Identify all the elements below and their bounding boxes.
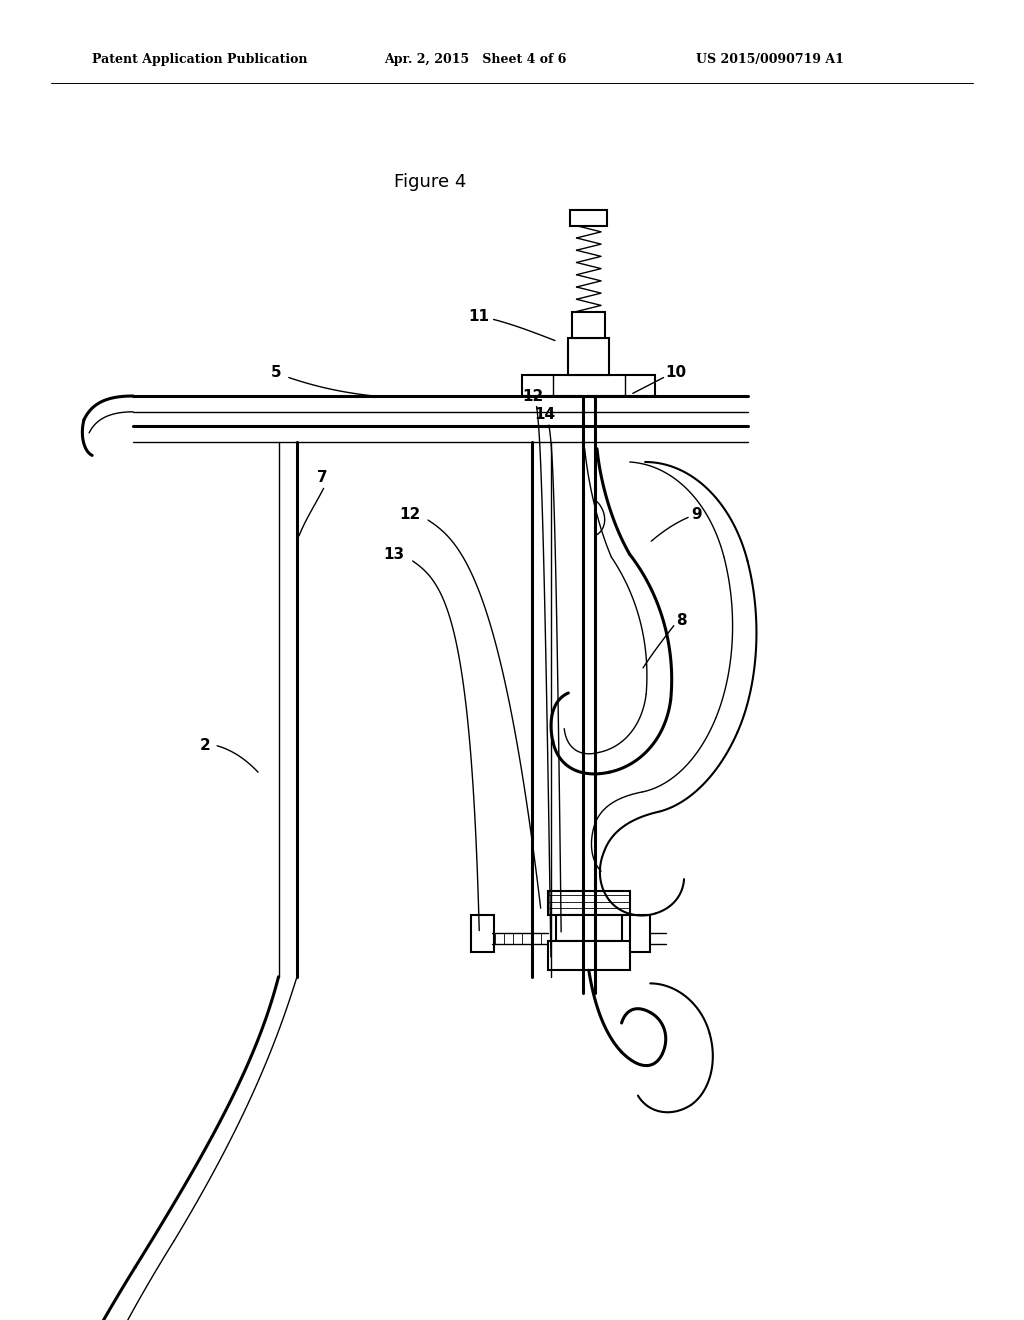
Text: 11: 11 bbox=[469, 309, 489, 325]
Text: Figure 4: Figure 4 bbox=[394, 173, 466, 191]
Text: Patent Application Publication: Patent Application Publication bbox=[92, 53, 307, 66]
Bar bbox=[548, 941, 630, 970]
Text: 9: 9 bbox=[691, 507, 701, 523]
Bar bbox=[570, 210, 607, 226]
Text: 8: 8 bbox=[676, 612, 686, 628]
Text: 10: 10 bbox=[666, 364, 686, 380]
Text: 7: 7 bbox=[317, 470, 328, 486]
Text: US 2015/0090719 A1: US 2015/0090719 A1 bbox=[696, 53, 844, 66]
Bar bbox=[556, 915, 622, 941]
Bar bbox=[548, 891, 630, 915]
Bar bbox=[522, 375, 655, 396]
Text: 5: 5 bbox=[271, 364, 282, 380]
Bar bbox=[568, 338, 609, 375]
Text: 12: 12 bbox=[522, 388, 543, 404]
Bar bbox=[572, 312, 605, 338]
Bar bbox=[630, 915, 650, 952]
Bar bbox=[471, 915, 494, 952]
Text: 12: 12 bbox=[399, 507, 420, 523]
Text: 14: 14 bbox=[535, 407, 555, 422]
Text: Apr. 2, 2015   Sheet 4 of 6: Apr. 2, 2015 Sheet 4 of 6 bbox=[384, 53, 566, 66]
Text: 2: 2 bbox=[200, 738, 210, 754]
Text: 13: 13 bbox=[384, 546, 404, 562]
